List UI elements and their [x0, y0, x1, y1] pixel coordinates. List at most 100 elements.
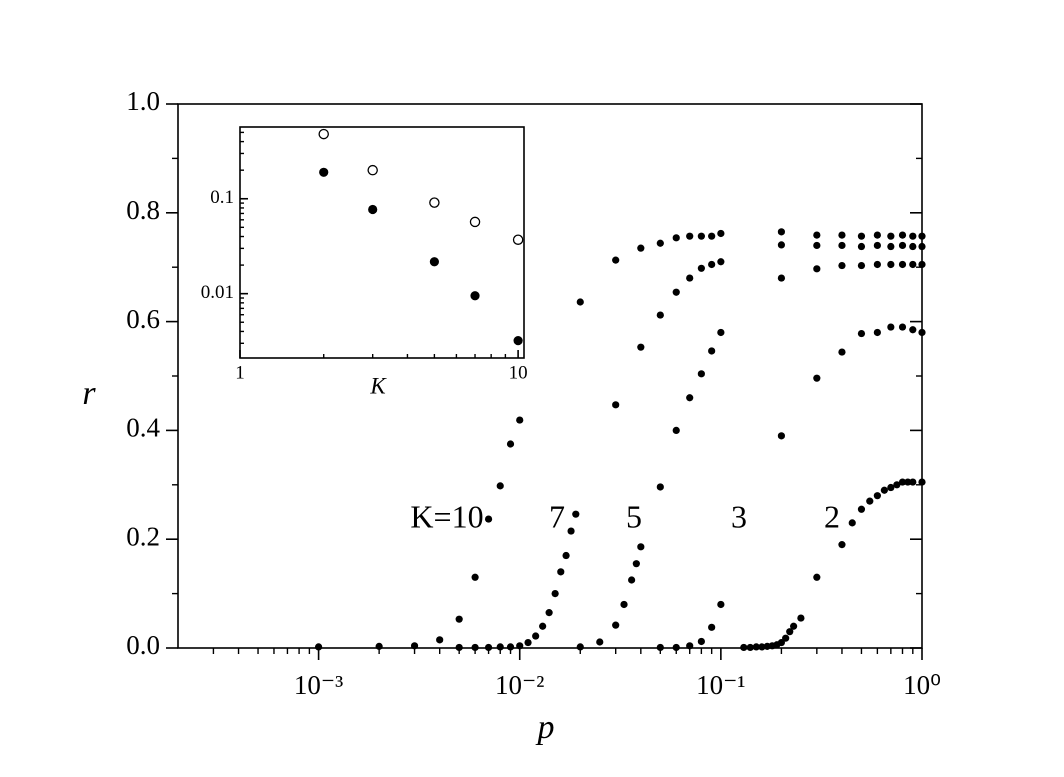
- data-point: [746, 643, 754, 652]
- data-point: [632, 560, 640, 568]
- data-point: [656, 311, 664, 319]
- data-point: [319, 167, 329, 177]
- data-point: [572, 510, 580, 518]
- data-point: [708, 260, 716, 269]
- data-point: [672, 643, 680, 652]
- data-point: [697, 264, 705, 272]
- data-point: [455, 643, 463, 652]
- data-point: [813, 265, 821, 273]
- data-point: [506, 643, 515, 651]
- data-point: [786, 628, 794, 636]
- data-point: [368, 204, 378, 215]
- series-label: 7: [549, 498, 565, 534]
- data-point: [484, 515, 493, 523]
- data-point: [455, 615, 463, 623]
- data-point: [782, 634, 790, 642]
- data-point: [375, 642, 383, 650]
- data-point: [612, 256, 620, 264]
- data-point: [717, 328, 725, 337]
- data-point: [628, 576, 636, 584]
- data-point: [471, 643, 479, 652]
- data-point: [656, 239, 664, 247]
- data-point: [790, 622, 798, 630]
- x-tick-label: 10⁻²: [495, 670, 544, 700]
- data-point: [813, 241, 821, 250]
- x-tick-label: 10: [509, 362, 528, 383]
- data-point: [686, 642, 694, 650]
- x-tick-label: 10⁻¹: [696, 670, 745, 700]
- data-point: [436, 636, 444, 644]
- data-point: [777, 241, 786, 249]
- data-point: [506, 440, 515, 448]
- data-point: [857, 329, 866, 338]
- y-tick-label: 0.4: [126, 413, 160, 443]
- data-point: [318, 128, 329, 140]
- x-axis-label: p: [536, 709, 555, 746]
- data-point: [898, 323, 907, 331]
- data-point: [314, 643, 323, 651]
- data-point: [532, 632, 540, 640]
- y-tick-label: 0.01: [201, 282, 234, 303]
- data-point: [918, 328, 926, 337]
- data-point: [708, 232, 716, 240]
- data-point: [887, 483, 895, 492]
- x-tick-label: 10⁻³: [294, 670, 343, 700]
- data-point: [496, 482, 504, 490]
- data-point: [429, 197, 440, 208]
- data-point: [672, 426, 680, 434]
- data-point: [513, 336, 523, 346]
- data-point: [838, 231, 846, 239]
- data-point: [524, 638, 532, 647]
- y-tick-label: 0.8: [126, 195, 160, 225]
- data-point: [909, 260, 917, 269]
- data-point: [873, 492, 881, 500]
- data-point: [539, 622, 547, 630]
- data-point: [717, 600, 725, 609]
- data-point: [838, 541, 846, 549]
- series-label: 5: [626, 498, 642, 534]
- data-point: [813, 573, 821, 581]
- data-point: [612, 401, 620, 409]
- data-point: [708, 623, 716, 631]
- data-point: [717, 258, 725, 266]
- data-point: [656, 643, 664, 652]
- inset-x-axis-label: K: [369, 373, 387, 398]
- data-point: [567, 527, 575, 535]
- data-point: [576, 298, 584, 306]
- data-point: [918, 260, 926, 269]
- data-point: [367, 164, 378, 176]
- data-point: [909, 232, 917, 240]
- data-point: [686, 232, 694, 240]
- y-tick-label: 0.1: [210, 187, 234, 208]
- data-point: [717, 229, 725, 238]
- data-point: [857, 505, 866, 513]
- data-point: [512, 234, 524, 245]
- y-tick-label: 0.0: [126, 630, 160, 660]
- plot-frame: [239, 126, 525, 359]
- data-point: [887, 260, 895, 269]
- data-point: [887, 232, 895, 240]
- y-tick-label: 0.2: [126, 521, 160, 551]
- data-point: [909, 478, 917, 486]
- data-point: [873, 241, 881, 250]
- data-point: [469, 216, 481, 228]
- y-axis-label: r: [82, 375, 96, 412]
- data-point: [893, 481, 901, 489]
- data-point: [909, 326, 917, 334]
- data-point: [697, 637, 705, 646]
- data-point: [857, 242, 866, 251]
- data-point: [887, 242, 895, 251]
- data-point: [686, 394, 694, 402]
- data-point: [516, 416, 524, 424]
- series-label: 2: [824, 498, 840, 534]
- data-point: [887, 323, 895, 331]
- data-point: [620, 600, 628, 609]
- data-point: [918, 232, 926, 240]
- data-point: [777, 432, 786, 440]
- data-point: [557, 568, 565, 576]
- data-point: [838, 241, 846, 250]
- data-point: [740, 643, 748, 652]
- data-point: [857, 232, 866, 240]
- data-point: [904, 478, 912, 486]
